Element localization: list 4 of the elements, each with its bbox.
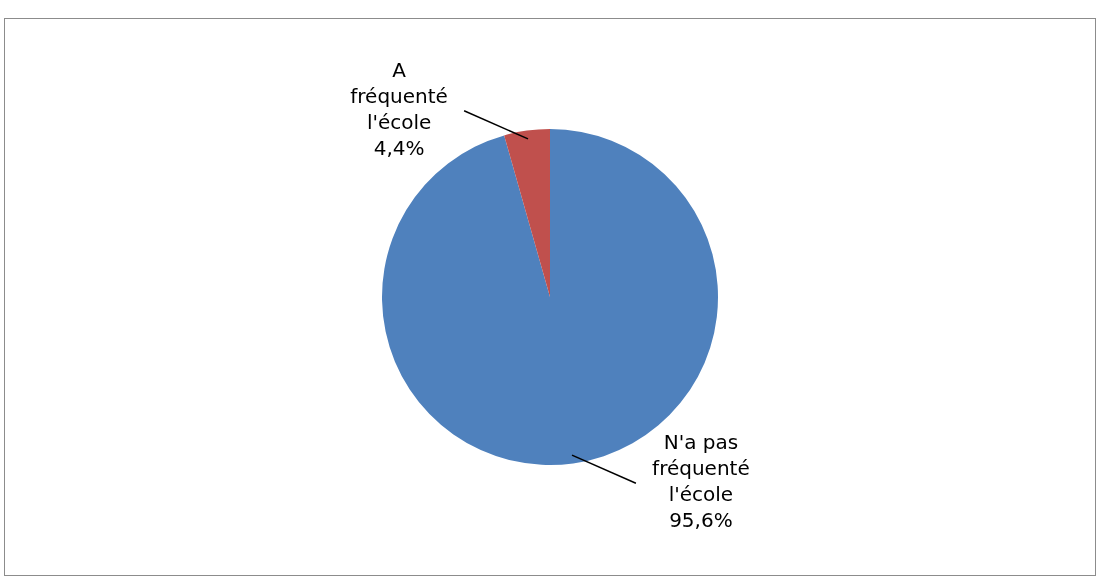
slice-label: N'a pas fréquenté l'école — [652, 430, 750, 507]
data-label: 95,6% — [669, 508, 733, 533]
slice-label: A fréquenté l'école — [350, 58, 448, 134]
data-label: 4,4% — [373, 136, 425, 160]
